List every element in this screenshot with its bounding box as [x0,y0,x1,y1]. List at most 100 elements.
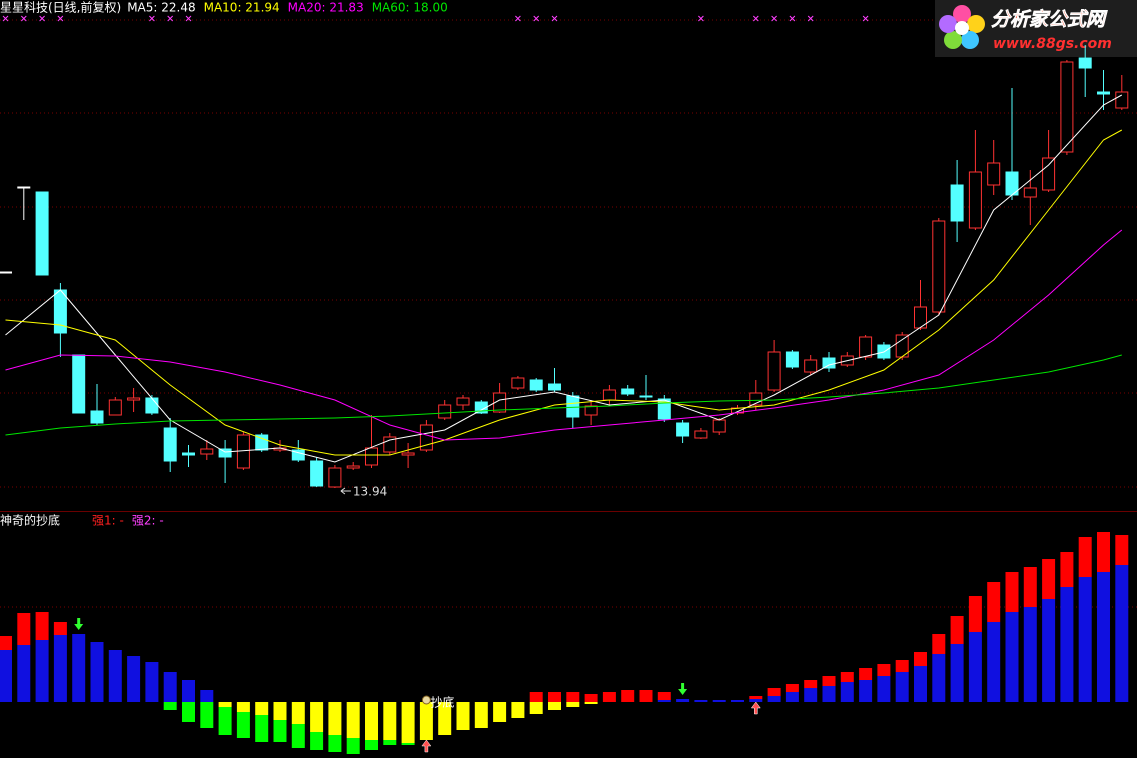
indicator-bar [145,662,159,702]
indicator-bar [1097,532,1110,572]
candle-body [346,465,360,469]
signal-stroke [771,15,777,22]
candle-body [621,388,635,395]
indicator-bar [895,672,909,702]
signal-marker [515,15,521,22]
candle-body [676,422,690,437]
ma-line [5,354,1122,436]
signal-marker [752,15,759,22]
indicator-bar [914,652,927,666]
indicator-bar [493,702,507,722]
indicator-bar [163,702,177,710]
signal-stroke [551,15,558,22]
indicator-bar [932,634,946,654]
signal-stroke [752,15,759,22]
indicator-bar [0,636,12,650]
flower-center [955,21,969,35]
candle-body [822,357,836,369]
indicator-bar [310,702,324,732]
candle-body [0,271,12,274]
logo-title: 分析家公式网 [991,9,1108,31]
legend-entry: 强1: - [92,514,124,528]
indicator-bar [694,700,708,702]
indicator-bar [200,690,214,702]
candle-body [950,184,964,222]
candle-body [602,389,616,401]
indicator-bar [127,656,141,702]
indicator-bar [1078,577,1092,702]
indicator-bar [914,666,927,702]
indicator-bar [548,702,561,710]
candle-body [108,399,122,416]
legend-entry: 强2: - [132,514,164,528]
signal-marker [149,15,155,22]
candle-body [804,359,818,373]
indicator-bar [1115,565,1129,702]
indicator-bar [291,724,305,748]
candle-body [310,460,324,487]
indicator-bar [346,738,360,754]
signal-stroke [20,15,27,22]
indicator-bar [90,642,104,702]
indicator-bar [602,692,616,702]
indicator-bar [72,634,86,702]
indicator-bar [35,640,49,702]
indicator-bar [1023,567,1037,607]
indicator-bar [566,692,580,702]
candle-body [456,397,470,406]
candle-body [365,447,378,466]
indicator-bar [35,612,49,640]
logo: 分析家公式网 www.88gs.com [935,0,1137,57]
chart-title: 星星科技(日线,前复权) [0,0,121,15]
indicator-bar [511,702,525,718]
indicator-bar [383,740,397,745]
signal-stroke [39,15,45,22]
signal-stroke [167,15,174,22]
up-arrow [750,701,761,715]
indicator-bar [255,702,269,715]
up-arrow [421,739,432,753]
signal-marker [771,15,777,22]
signal-stroke [185,15,192,22]
down-arrow [74,618,84,630]
indicator-bar [273,720,287,742]
signal-marker [698,15,704,22]
annotation-label: 抄底 [430,695,454,710]
legend-entry: MA5: 22.48 [127,1,195,15]
indicator-bar [255,715,269,742]
signal-marker [39,15,45,22]
indicator-bar [1078,537,1092,577]
indicator-bar [584,702,598,704]
candle-body [584,405,598,416]
candle-body [859,336,873,358]
indicator-bar [822,686,836,702]
signal-marker [57,15,64,22]
indicator-bar [657,700,671,702]
candle-body [1042,157,1056,191]
indicator-bar [584,694,598,702]
indicator-bar [328,702,342,735]
petal [939,15,957,33]
indicator-bar [419,702,433,740]
signal-marker [2,15,9,22]
indicator-title: 神奇的抄底 [0,513,60,528]
grid [0,19,1137,608]
candle-body [566,395,580,418]
candle-body [785,351,799,368]
candle-body [493,392,507,413]
indicator-bar [950,616,964,644]
indicator-bar [968,596,982,632]
indicator-bar [1060,587,1074,702]
candle-body [236,434,250,469]
signal-marker [862,15,869,22]
candle-body [511,377,525,389]
indicator-bar [218,707,232,735]
indicator-bar [310,732,324,750]
candle-body [987,162,1001,186]
indicator-bar [877,676,891,702]
candle-body [474,401,488,414]
candle-body [127,397,141,401]
indicator-bar [383,702,397,740]
candle-body [767,351,781,391]
